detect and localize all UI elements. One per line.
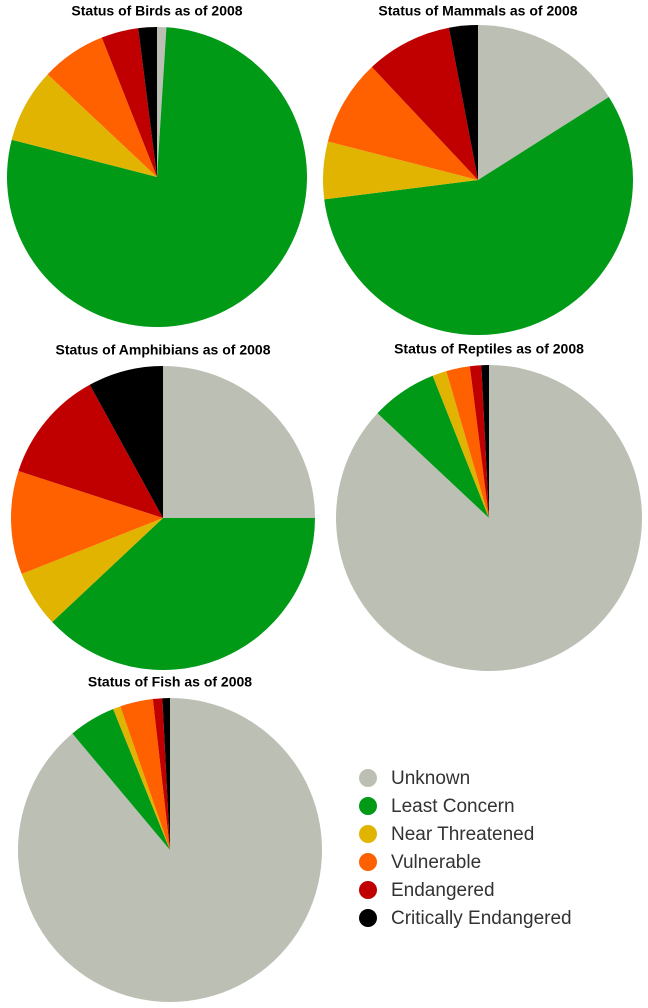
legend-marker [359,853,377,871]
legend-label: Endangered [391,880,495,901]
pie-slice [162,698,170,850]
chart-title: Status of Birds as of 2008 [71,3,242,19]
pie-slice [152,698,170,850]
pie-slice [47,37,157,178]
pie-slice [157,27,167,177]
legend-marker [359,769,377,787]
chart-title: Status of Fish as of 2008 [88,674,252,690]
pie-slice [21,518,163,623]
legend-marker [359,825,377,843]
chart-title: Status of Mammals as of 2008 [378,3,577,19]
pie-slice [448,25,478,180]
pie-slice [120,698,170,850]
pie-slice [72,709,170,850]
chart-title: Status of Amphibians as of 2008 [56,342,271,358]
pie-slice [7,27,307,327]
pie-slice [18,384,164,518]
pie-slice [17,698,322,1002]
pie-slice [10,471,164,574]
legend-label: Unknown [391,768,470,789]
legend-marker [359,797,377,815]
legend-marker [359,881,377,899]
pie-slice [336,365,643,672]
pie-slice [432,371,489,518]
pie-slice [11,74,158,177]
pie-slice [481,365,489,518]
pie-slice [327,67,478,180]
pie-slice [101,28,157,177]
pie-slice [324,96,633,335]
chart-title: Status of Reptiles as of 2008 [394,341,584,357]
pie-slice [323,141,478,200]
pie-slice [469,365,489,518]
pie-slice [163,366,315,518]
pie-slice [377,375,489,518]
pie-slice [52,518,315,670]
legend-marker [359,909,377,927]
legend-label: Near Threatened [391,824,534,845]
pie-slice [89,366,163,518]
legend-label: Least Concern [391,796,515,817]
legend-label: Vulnerable [391,852,481,873]
pie-slice [478,25,609,180]
pie-slice [446,366,489,518]
legend-label: Critically Endangered [391,908,572,929]
pie-slice [371,27,478,180]
pie-slice [138,27,157,177]
pie-slice [113,706,170,850]
